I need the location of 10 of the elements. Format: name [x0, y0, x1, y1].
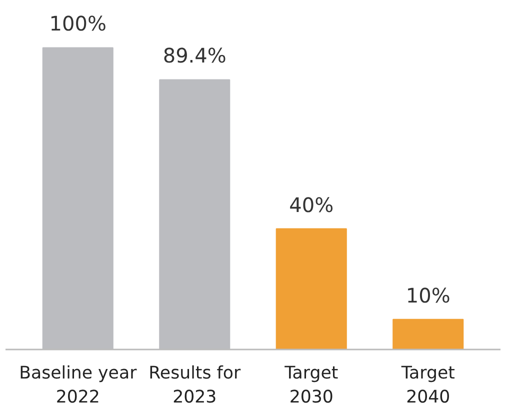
x-tick-label: Target 2030: [284, 364, 338, 408]
x-tick-label: Results for 2023: [148, 364, 242, 408]
bar: [392, 318, 464, 350]
data-label: 100%: [49, 12, 106, 36]
data-label: 40%: [289, 192, 334, 217]
x-tick-label: Baseline year 2022: [19, 364, 138, 408]
x-tick-label: Target 2040: [400, 364, 456, 408]
data-label: 10%: [406, 283, 450, 308]
data-label: 89.4%: [162, 44, 226, 68]
bar: [276, 228, 347, 350]
